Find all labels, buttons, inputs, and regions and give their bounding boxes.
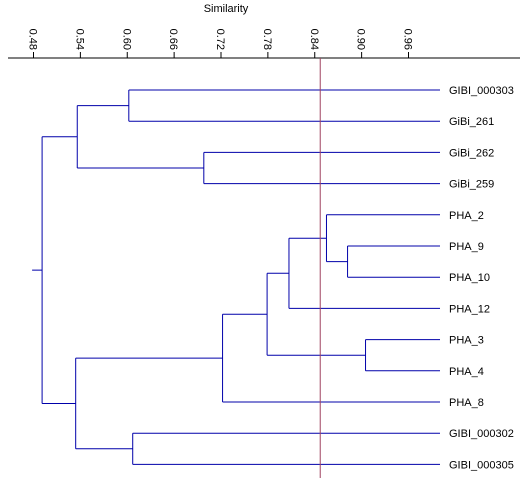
x-tick-label: 0.90: [355, 29, 367, 50]
x-tick-label: 0.48: [27, 29, 39, 50]
leaf-label: GIBI_000303: [449, 85, 514, 97]
x-tick-label: 0.60: [120, 29, 132, 50]
leaf-label: GiBi_261: [449, 116, 494, 128]
leaf-label: PHA_10: [449, 272, 490, 284]
leaf-label: PHA_4: [449, 366, 484, 378]
x-axis-title: Similarity: [204, 3, 249, 15]
leaf-label: PHA_8: [449, 397, 484, 409]
dendrogram-branches: [32, 89, 440, 465]
leaf-label: GIBI_000305: [449, 459, 514, 471]
x-tick-label: 0.96: [402, 29, 414, 50]
leaf-label: GiBi_262: [449, 147, 494, 159]
leaf-labels: GIBI_000303 GiBi_261 GiBi_262 GiBi_259 PHA_2…: [449, 85, 514, 471]
x-tick-label: 0.66: [167, 29, 179, 50]
x-tick-label: 0.54: [73, 29, 85, 50]
leaf-label: PHA_9: [449, 241, 484, 253]
leaf-label: GiBi_259: [449, 179, 494, 191]
x-tick-label: 0.78: [261, 29, 273, 50]
x-tick-label: 0.72: [214, 29, 226, 50]
x-axis-ticks: 0.48 0.54 0.60 0.66 0.72 0.78 0.84 0.90 0.96: [27, 29, 414, 58]
leaf-label: PHA_2: [449, 210, 484, 222]
x-tick-label: 0.84: [308, 29, 320, 50]
leaf-label: PHA_12: [449, 303, 490, 315]
leaf-label: GIBI_000302: [449, 428, 514, 440]
leaf-label: PHA_3: [449, 335, 484, 347]
